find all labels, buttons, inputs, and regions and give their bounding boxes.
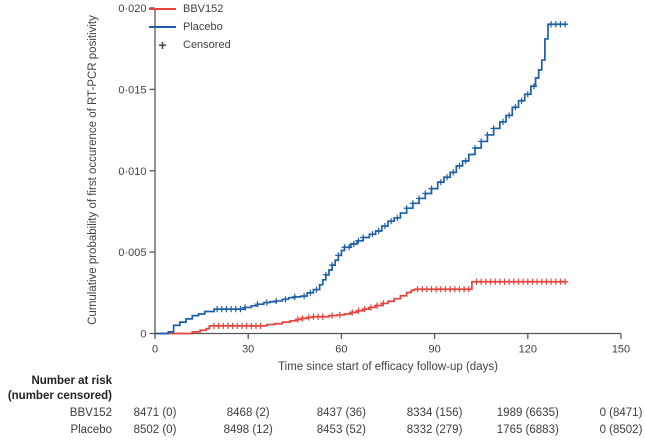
placebo-line-swatch-icon — [149, 25, 176, 29]
risk-cell: 1989 (6635) — [496, 407, 559, 419]
risk-cell: 8334 (156) — [406, 407, 463, 419]
x-tick-label: 120 — [519, 344, 537, 356]
x-axis-label: Time since start of efficacy follow-up (… — [278, 361, 498, 373]
risk-table-title-line1: Number at risk — [31, 375, 112, 387]
legend-item-placebo: Placebo — [149, 18, 231, 36]
legend-item-censored: + Censored — [149, 36, 231, 54]
bbv152-line-swatch-icon — [149, 7, 176, 11]
y-tick-label: 0 — [140, 329, 146, 341]
legend-label-censored: Censored — [183, 39, 231, 51]
x-tick-label: 60 — [335, 344, 347, 356]
risk-row-label-bbv152: BBV152 — [69, 407, 112, 419]
risk-cell: 8498 (12) — [223, 424, 273, 436]
legend: BBV152 Placebo + Censored — [149, 0, 231, 54]
risk-cell: 8468 (2) — [226, 407, 270, 419]
x-tick-label: 0 — [152, 344, 158, 356]
risk-cell: 8332 (279) — [406, 424, 463, 436]
km-curve-placebo — [155, 23, 567, 335]
censor-marks-placebo — [214, 21, 569, 313]
y-tick-label: 0·015 — [118, 84, 146, 96]
risk-cell: 8437 (36) — [316, 407, 366, 419]
y-tick-label: 0·020 — [118, 3, 146, 15]
y-axis-label: Cumulative probability of first occurenc… — [87, 15, 99, 325]
risk-cell: 8471 (0) — [133, 407, 177, 419]
risk-cell: 1765 (6883) — [496, 424, 559, 436]
x-tick-label: 150 — [612, 344, 630, 356]
risk-table-title-line2: (number censored) — [7, 390, 112, 402]
x-tick-label: 30 — [242, 344, 254, 356]
risk-row-label-placebo: Placebo — [70, 424, 112, 436]
y-tick-label: 0·005 — [118, 247, 146, 259]
censored-plus-icon: + — [158, 37, 167, 53]
risk-cell: 8453 (52) — [316, 424, 366, 436]
legend-label-placebo: Placebo — [183, 21, 223, 33]
risk-cell: 0 (8471) — [599, 407, 643, 419]
legend-item-bbv152: BBV152 — [149, 0, 231, 18]
risk-cell: 8502 (0) — [133, 424, 177, 436]
y-tick-label: 0·010 — [118, 166, 146, 178]
legend-label-bbv152: BBV152 — [183, 3, 224, 15]
risk-cell: 0 (8502) — [599, 424, 643, 436]
censor-marks-bbv152 — [210, 278, 569, 329]
x-tick-label: 90 — [428, 344, 440, 356]
